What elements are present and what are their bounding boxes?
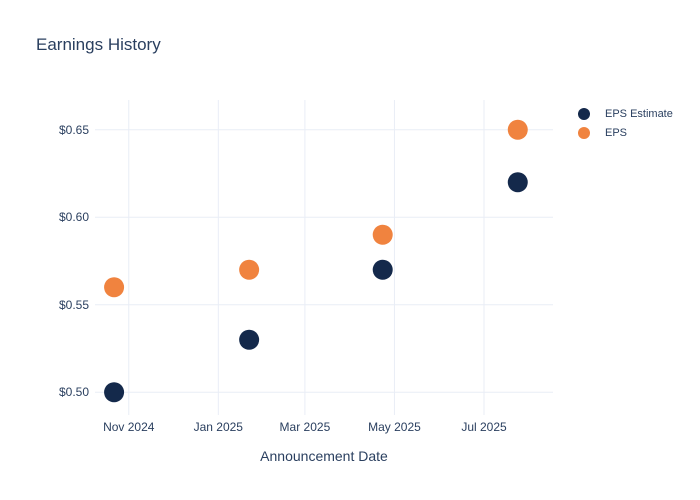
legend-marker-eps-icon [578,126,590,139]
y-tick-label: $0.60 [58,210,89,225]
legend-marker-eps-estimate-icon [578,107,590,120]
legend-label-eps: EPS [605,126,628,139]
x-tick-label: May 2025 [368,420,421,434]
data-point-eps-estimate[interactable] [239,329,260,350]
data-point-eps[interactable] [104,277,125,298]
y-tick-label: $0.50 [58,385,89,400]
y-tick-label: $0.55 [58,297,89,312]
data-point-eps[interactable] [507,119,528,140]
x-tick-label: Jul 2025 [461,420,507,434]
legend-item-eps[interactable]: EPS [578,123,673,142]
x-tick-label: Nov 2024 [103,420,155,434]
chart-title: Earnings History [36,35,161,54]
data-point-eps[interactable] [239,259,260,280]
x-tick-label: Mar 2025 [279,420,331,434]
data-point-eps[interactable] [372,224,393,245]
data-point-eps-estimate[interactable] [372,259,393,280]
legend-label-eps-estimate: EPS Estimate [605,107,673,120]
data-point-eps-estimate[interactable] [507,172,528,193]
y-tick-label: $0.65 [58,122,89,137]
x-axis-title: Announcement Date [260,448,388,464]
data-point-eps-estimate[interactable] [104,382,125,403]
legend: EPS Estimate EPS [578,104,673,142]
x-tick-label: Jan 2025 [193,420,243,434]
legend-item-eps-estimate[interactable]: EPS Estimate [578,104,673,123]
